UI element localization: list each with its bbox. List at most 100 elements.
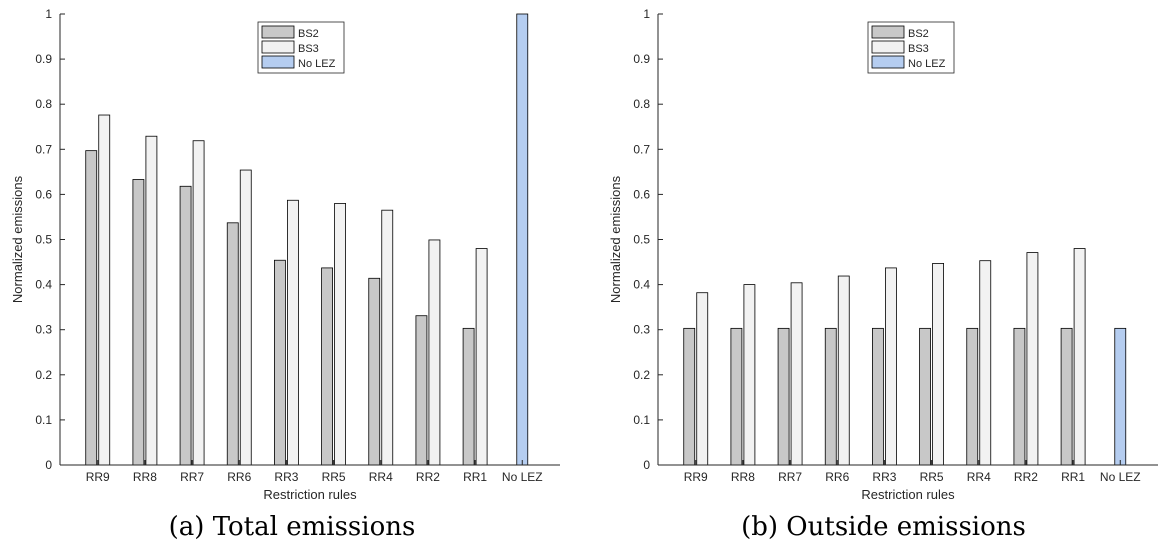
- legend-swatch: [261, 40, 295, 54]
- bar-bs2-rr7: [777, 327, 790, 466]
- chart-panel-outside-emissions: 0 0.1 0.2 0.3 0.4 0.5 0.6 0.7 0.8 0.9 1 RR9 RR8 RR7 RR…: [598, 0, 1169, 558]
- x-tick-label: RR5: [920, 470, 944, 484]
- bar-bs2-rr4: [368, 277, 381, 466]
- x-tick-label: RR8: [133, 470, 157, 484]
- bar-bs3-rr6: [239, 169, 252, 466]
- bar-bs3-rr8: [743, 284, 756, 466]
- bar-bs2-rr2: [415, 315, 428, 466]
- bar-bs3-rr3: [885, 267, 897, 466]
- y-tick-label: 0.9: [35, 52, 52, 66]
- bars: [683, 248, 1127, 466]
- y-axis-label: Normalized emissions: [608, 175, 623, 303]
- bar-bs3-rr4: [381, 209, 394, 466]
- y-tick-label: 0.5: [35, 233, 52, 247]
- bar-bs2-rr6: [824, 327, 837, 466]
- bar-bs2-rr9: [683, 327, 696, 466]
- legend-swatch: [871, 25, 905, 39]
- bar-bs3-rr8: [145, 135, 158, 466]
- x-tick-label: RR1: [1061, 470, 1085, 484]
- bar-bs3-rr6: [837, 275, 850, 466]
- y-axis-label: Normalized emissions: [10, 175, 25, 303]
- x-tick-label: RR9: [684, 470, 708, 484]
- legend-swatch: [871, 40, 905, 54]
- legend-swatch: [261, 25, 295, 39]
- bar-bs3-rr5: [932, 263, 944, 466]
- legend: BS2 BS3 No LEZ: [867, 21, 955, 74]
- x-axis-label: Restriction rules: [263, 487, 357, 502]
- y-tick-label: 0.6: [633, 187, 650, 201]
- y-tick-label: 0.2: [35, 368, 52, 382]
- bar-bs2-rr2: [1013, 327, 1026, 466]
- bars: [85, 13, 529, 466]
- y-tick-label: 1: [643, 7, 650, 21]
- legend-swatch: [261, 55, 295, 69]
- legend-label: No LEZ: [298, 58, 336, 70]
- x-tick-label: RR4: [369, 470, 393, 484]
- y-tick-label: 0.8: [633, 97, 650, 111]
- bar-bs2-rr6: [226, 222, 239, 466]
- x-tick-label: No LEZ: [502, 470, 543, 484]
- legend: BS2 BS3 No LEZ: [257, 21, 345, 74]
- legend-label: BS3: [908, 43, 929, 55]
- caption-total-emissions: (a) Total emissions: [168, 512, 416, 542]
- bar-bs3-rr2: [428, 239, 441, 466]
- bar-bs2-rr8: [132, 179, 145, 466]
- y-tick-label: 1: [45, 7, 52, 21]
- x-tick-label: RR8: [731, 470, 755, 484]
- bar-bs3-rr1: [475, 248, 488, 466]
- bar-bs3-rr9: [696, 292, 709, 466]
- y-tick-label: 0.4: [35, 278, 52, 292]
- y-tick-label: 0.3: [633, 323, 650, 337]
- bar-bs2-rr1: [462, 327, 475, 466]
- legend-label: BS3: [298, 43, 319, 55]
- y-tick-label: 0.7: [633, 142, 650, 156]
- legend-label: BS2: [908, 28, 929, 40]
- bar-bs3-rr1: [1073, 248, 1086, 466]
- x-tick-label: RR2: [1014, 470, 1038, 484]
- bar-bs3-rr9: [98, 114, 111, 466]
- chart-outside-emissions: 0 0.1 0.2 0.3 0.4 0.5 0.6 0.7 0.8 0.9 1 RR9 RR8 RR7 RR…: [608, 7, 1158, 502]
- y-tick-label: 0: [643, 458, 650, 472]
- y-tick-label: 0.9: [633, 52, 650, 66]
- legend-label: BS2: [298, 28, 319, 40]
- bar-bs3-rr7: [790, 282, 803, 466]
- bar-bs3-rr2: [1026, 252, 1039, 466]
- x-axis-label: Restriction rules: [861, 487, 955, 502]
- bar-bs3-rr4: [979, 260, 992, 466]
- x-tick-label: RR3: [872, 470, 896, 484]
- x-tick-label: RR9: [86, 470, 110, 484]
- legend-label: No LEZ: [908, 58, 946, 70]
- chart-total-emissions: 0 0.1 0.2 0.3 0.4 0.5 0.6 0.7 0.8 0.9 1 RR9 RR8 RR7 RR…: [10, 7, 560, 502]
- bar-bs2-rr1: [1060, 327, 1073, 466]
- y-tick-label: 0.1: [633, 413, 650, 427]
- x-tick-label: RR7: [778, 470, 802, 484]
- y-tick-label: 0.6: [35, 187, 52, 201]
- bar-bs2-rr8: [730, 327, 743, 466]
- bar-no-lez-no-lez: [1114, 327, 1127, 466]
- x-tick-label: No LEZ: [1100, 470, 1141, 484]
- bar-bs2-rr9: [85, 150, 98, 466]
- y-tick-label: 0.8: [35, 97, 52, 111]
- x-tick-label: RR1: [463, 470, 487, 484]
- bar-bs2-rr3: [274, 259, 286, 466]
- x-tick-label: RR3: [274, 470, 298, 484]
- y-tick-label: 0.7: [35, 142, 52, 156]
- x-tick-label: RR7: [180, 470, 204, 484]
- bar-bs2-rr3: [872, 327, 884, 466]
- y-tick-label: 0.3: [35, 323, 52, 337]
- bar-bs2-rr4: [966, 327, 979, 466]
- legend-swatch: [871, 55, 905, 69]
- bar-bs2-rr5: [919, 327, 931, 466]
- caption-outside-emissions: (b) Outside emissions: [741, 512, 1026, 542]
- y-tick-label: 0.2: [633, 368, 650, 382]
- bar-bs2-rr5: [321, 267, 333, 466]
- y-tick-label: 0.4: [633, 278, 650, 292]
- bar-bs3-rr7: [192, 140, 205, 466]
- bar-no-lez-no-lez: [516, 13, 529, 466]
- bar-bs2-rr7: [179, 185, 192, 466]
- y-tick-label: 0.5: [633, 233, 650, 247]
- x-tick-label: RR5: [322, 470, 346, 484]
- x-tick-label: RR6: [227, 470, 251, 484]
- x-tick-label: RR6: [825, 470, 849, 484]
